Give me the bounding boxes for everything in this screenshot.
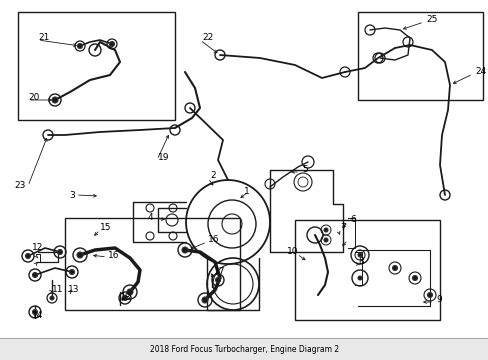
- Circle shape: [52, 97, 58, 103]
- Bar: [65, 218, 240, 310]
- Circle shape: [324, 228, 327, 232]
- Text: 12: 12: [32, 243, 43, 252]
- Text: 2: 2: [209, 171, 215, 180]
- Text: 7: 7: [339, 224, 345, 233]
- Circle shape: [182, 247, 187, 253]
- Text: 18: 18: [120, 293, 131, 302]
- Text: 4: 4: [148, 213, 153, 222]
- Circle shape: [324, 238, 327, 242]
- Text: 13: 13: [68, 285, 80, 294]
- Text: 16: 16: [207, 235, 219, 244]
- Text: 10: 10: [286, 248, 297, 256]
- Circle shape: [77, 44, 82, 49]
- Circle shape: [357, 276, 361, 280]
- Circle shape: [122, 296, 127, 301]
- Text: 20: 20: [28, 94, 40, 103]
- Text: 6: 6: [349, 216, 355, 225]
- Text: 9: 9: [435, 296, 441, 305]
- Text: 17: 17: [214, 267, 225, 276]
- Bar: [357, 12, 482, 100]
- Bar: [294, 220, 439, 320]
- Bar: [18, 12, 175, 120]
- Circle shape: [357, 253, 361, 257]
- Circle shape: [215, 278, 220, 283]
- Circle shape: [77, 252, 83, 258]
- Text: 23: 23: [15, 180, 26, 189]
- Text: 11: 11: [52, 285, 63, 294]
- Circle shape: [50, 296, 54, 300]
- Circle shape: [109, 41, 114, 46]
- Text: 14: 14: [32, 310, 43, 320]
- Text: 19: 19: [158, 153, 169, 162]
- Text: 15: 15: [100, 224, 111, 233]
- Circle shape: [427, 292, 431, 297]
- Text: 21: 21: [38, 33, 49, 42]
- Circle shape: [69, 270, 74, 274]
- Circle shape: [58, 249, 62, 255]
- Text: 22: 22: [202, 33, 213, 42]
- Circle shape: [32, 273, 38, 278]
- Circle shape: [32, 310, 38, 315]
- Text: 1: 1: [244, 188, 249, 197]
- Text: 2018 Ford Focus Turbocharger, Engine Diagram 2: 2018 Ford Focus Turbocharger, Engine Dia…: [150, 345, 338, 354]
- Text: 5: 5: [302, 166, 307, 175]
- Circle shape: [25, 253, 30, 258]
- Circle shape: [412, 275, 417, 280]
- Text: 8: 8: [357, 257, 363, 266]
- Circle shape: [202, 297, 207, 303]
- Circle shape: [127, 289, 133, 295]
- Text: 24: 24: [474, 68, 485, 77]
- Text: 3: 3: [69, 190, 75, 199]
- Text: 16: 16: [108, 251, 119, 260]
- Circle shape: [392, 266, 397, 270]
- Text: 25: 25: [425, 15, 436, 24]
